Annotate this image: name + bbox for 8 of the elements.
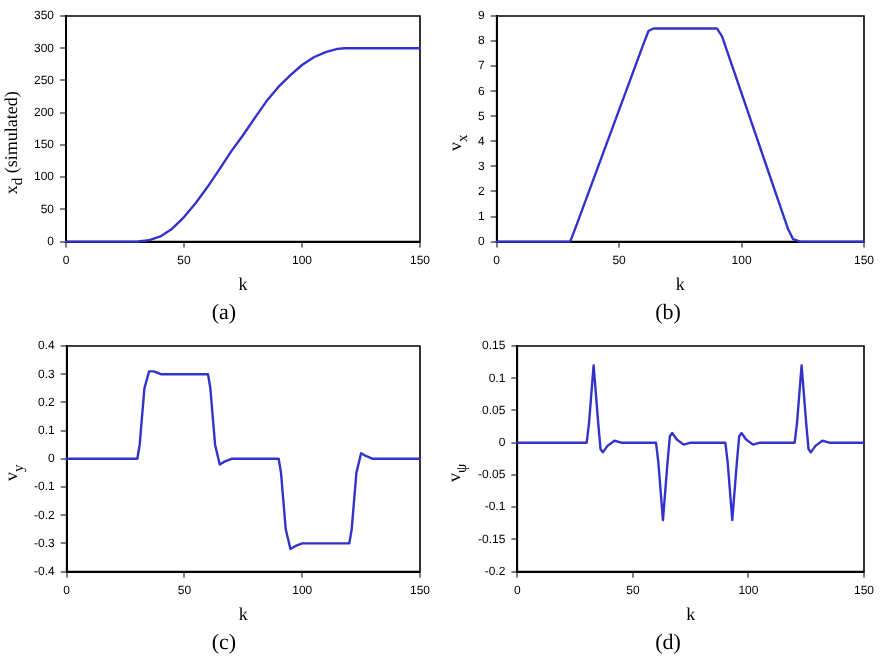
text: (b) — [655, 300, 682, 325]
text: (c) — [211, 630, 237, 655]
x-axis-title: k — [238, 273, 249, 294]
x-axis-title: k — [686, 603, 697, 624]
text: (d) — [655, 630, 682, 655]
text: (a) — [211, 300, 237, 325]
x-axis-title: k — [238, 603, 249, 624]
x-axis-title: k — [675, 273, 686, 294]
